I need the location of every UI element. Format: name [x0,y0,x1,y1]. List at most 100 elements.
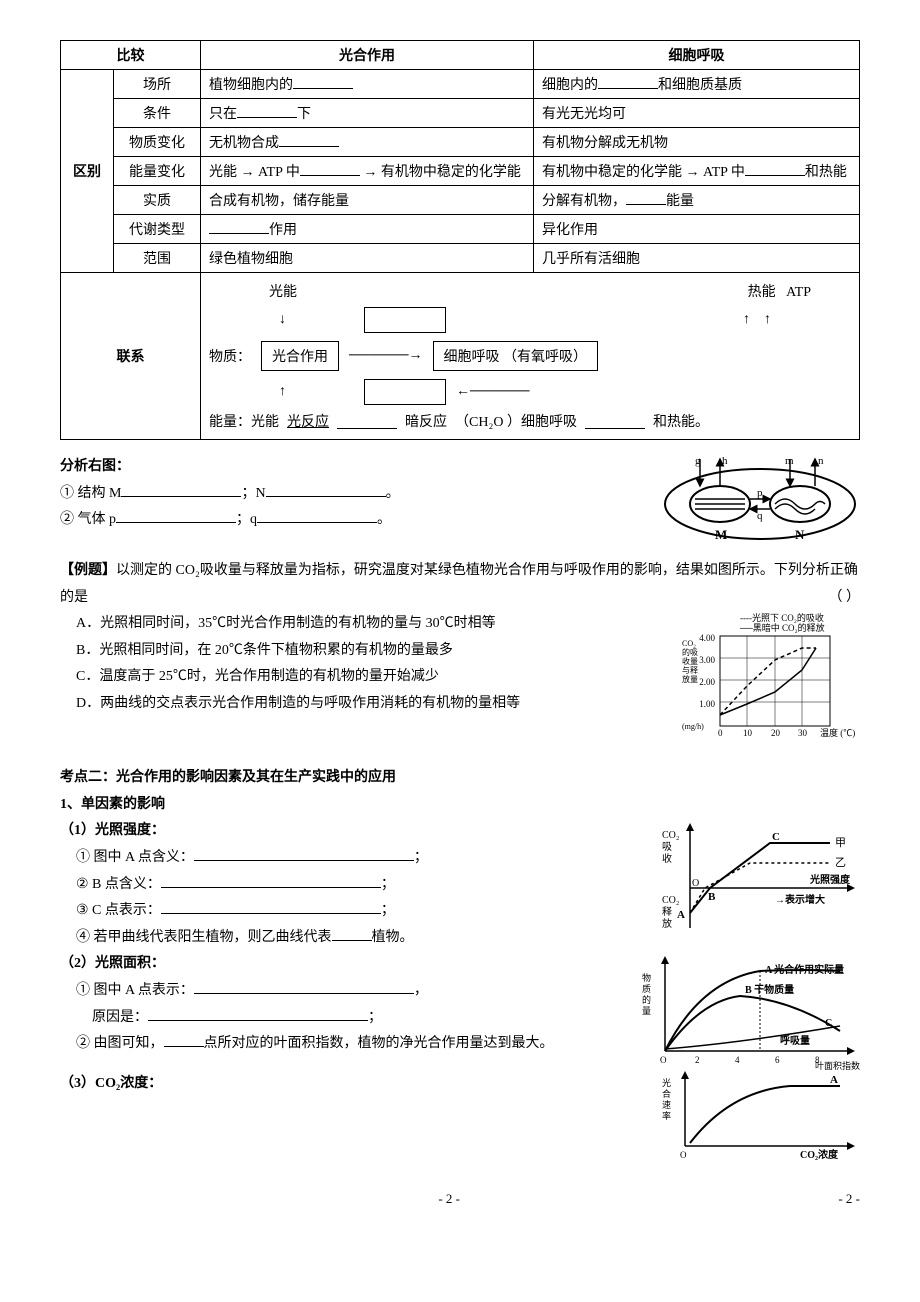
blank [337,414,397,429]
blank [121,482,241,497]
light-label: 光能 [269,281,297,301]
row-label: 条件 [114,99,201,128]
text: 光反应 [287,411,329,431]
cell-diagram: g h m n p q M N [660,454,860,544]
blank [293,74,353,89]
svg-text:与释: 与释 [682,666,698,675]
svg-text:10: 10 [743,728,753,738]
text: 和热能 [805,165,847,180]
text: 以测定的 CO₂吸收量与释放量为指标，研究温度对某绿色植物光合作用与呼吸作用的影… [60,563,858,605]
link-diagram-cell: 光能 热能 ATP ↓ ↑ ↑ 物质： 光合作用 ──────→ 细胞呼吸 （有… [201,273,860,440]
svg-text:叶面积指数: 叶面积指数 [815,1060,860,1071]
text: ① 图中 A 点含义： [76,850,194,865]
kp2-section: 考点二：光合作用的影响因素及其在生产实践中的应用 1、单因素的影响 A B C … [60,765,860,1161]
svg-text:量: 量 [642,1006,651,1016]
svg-text:2: 2 [695,1055,700,1065]
photosynthesis-box: 光合作用 [261,341,339,371]
text: ；q [236,512,257,527]
cell-right: 分解有机物，能量 [534,186,860,215]
svg-text:B 干物质量: B 干物质量 [745,983,794,996]
cell-left: 只在下 [201,99,534,128]
text: ① 图中 A 点表示： [76,983,194,998]
text: 细胞内的 [542,78,598,93]
row-label: 实质 [114,186,201,215]
text: 植物。 [372,930,414,945]
text: ② 气体 p [60,512,116,527]
cell-left: 绿色植物细胞 [201,244,534,273]
svg-text:h: h [722,455,728,467]
svg-text:B: B [708,891,716,903]
row-label: 范围 [114,244,201,273]
svg-text:A: A [830,1074,838,1086]
svg-text:2.00: 2.00 [699,677,715,687]
blank [626,190,666,205]
blank [598,74,658,89]
row-link: 联系 光能 热能 ATP ↓ ↑ ↑ 物质： 光合作用 ──────→ 细胞呼吸… [61,273,860,440]
table-header-row: 比较 光合作用 细胞呼吸 [61,41,860,70]
text: 无机物合成 [209,136,279,151]
text: 原因是： [92,1010,148,1025]
text: ③ C 点表示： [76,903,161,918]
rowgroup-diff: 区别 [61,70,114,273]
row-label: 物质变化 [114,128,201,157]
cell-right: 有光无光均可 [534,99,860,128]
light-intensity-chart: A B C 甲 乙 CO₂吸收 CO₂释放 光照强度 →表示增大 O [660,818,860,938]
svg-text:CO₂浓度: CO₂浓度 [800,1148,839,1161]
svg-text:呼吸量: 呼吸量 [780,1034,810,1047]
cell-right: 异化作用 [534,215,860,244]
svg-text:6: 6 [775,1055,780,1065]
svg-text:O: O [680,1150,687,1160]
blank [279,132,339,147]
blank [745,161,805,176]
row-energy: 能量变化 光能 → ATP 中 → 有机物中稳定的化学能 有机物中稳定的化学能 … [61,157,860,186]
svg-text:30: 30 [798,728,808,738]
page-num-right: - 2 - [838,1191,860,1207]
cell-left: 合成有机物，储存能量 [201,186,534,215]
th-compare: 比较 [61,41,201,70]
s3-block: A 光合速率 O CO₂浓度 （3）CO₂浓度： [60,1071,860,1161]
row-condition: 条件 只在下 有光无光均可 [61,99,860,128]
svg-text:物: 物 [642,972,651,983]
svg-text:0: 0 [718,728,723,738]
text: 光能 [209,165,237,180]
svg-text:光照强度: 光照强度 [809,873,851,886]
text: ④ 若甲曲线代表阳生植物，则乙曲线代表 [76,930,332,945]
cell-right: 细胞内的和细胞质基质 [534,70,860,99]
svg-text:→表示增大: →表示增大 [775,893,825,906]
svg-text:(mg/h): (mg/h) [682,722,704,731]
blank [148,1006,368,1021]
material-label: 物质： [209,346,251,366]
cell-left: 作用 [201,215,534,244]
svg-text:放量: 放量 [682,674,698,684]
text: ② 由图可知， [76,1036,164,1051]
svg-text:1.00: 1.00 [699,699,715,709]
blank [194,846,414,861]
text: 。 [377,512,391,527]
comparison-table: 比较 光合作用 细胞呼吸 区别 场所 植物细胞内的 细胞内的和细胞质基质 条件 … [60,40,860,440]
svg-text:收: 收 [662,852,672,865]
svg-text:g: g [695,455,701,467]
svg-text:CO₂: CO₂ [662,830,679,841]
svg-text:A 光合作用实际量: A 光合作用实际量 [765,963,844,976]
blank [585,414,645,429]
cell-left: 植物细胞内的 [201,70,534,99]
svg-text:──黑暗中 CO₂的释放: ──黑暗中 CO₂的释放 [739,622,825,633]
text: 只在 [209,107,237,122]
svg-text:CO₂: CO₂ [662,895,679,906]
svg-text:M: M [715,527,727,542]
blank [237,103,297,118]
blank [266,482,386,497]
svg-text:收量: 收量 [682,656,698,666]
text: 作用 [269,223,297,238]
blank [194,979,414,994]
svg-text:4: 4 [735,1055,740,1065]
text: 有机物中稳定的化学能 [542,165,682,180]
kp2-title: 考点二：光合作用的影响因素及其在生产实践中的应用 [60,765,860,792]
page-num-center: - 2 - [438,1191,460,1206]
text: 能量：光能 [209,411,279,431]
row-material: 物质变化 无机物合成 有机物分解成无机物 [61,128,860,157]
energy-line: 能量：光能 光反应 暗反应 （CH₂O ）细胞呼吸 和热能。 [209,411,851,431]
row-essence: 实质 合成有机物，储存能量 分解有机物，能量 [61,186,860,215]
s1-block: A B C 甲 乙 CO₂吸收 CO₂释放 光照强度 →表示增大 O （1）光照… [60,818,860,951]
svg-text:CO₂: CO₂ [682,639,696,648]
